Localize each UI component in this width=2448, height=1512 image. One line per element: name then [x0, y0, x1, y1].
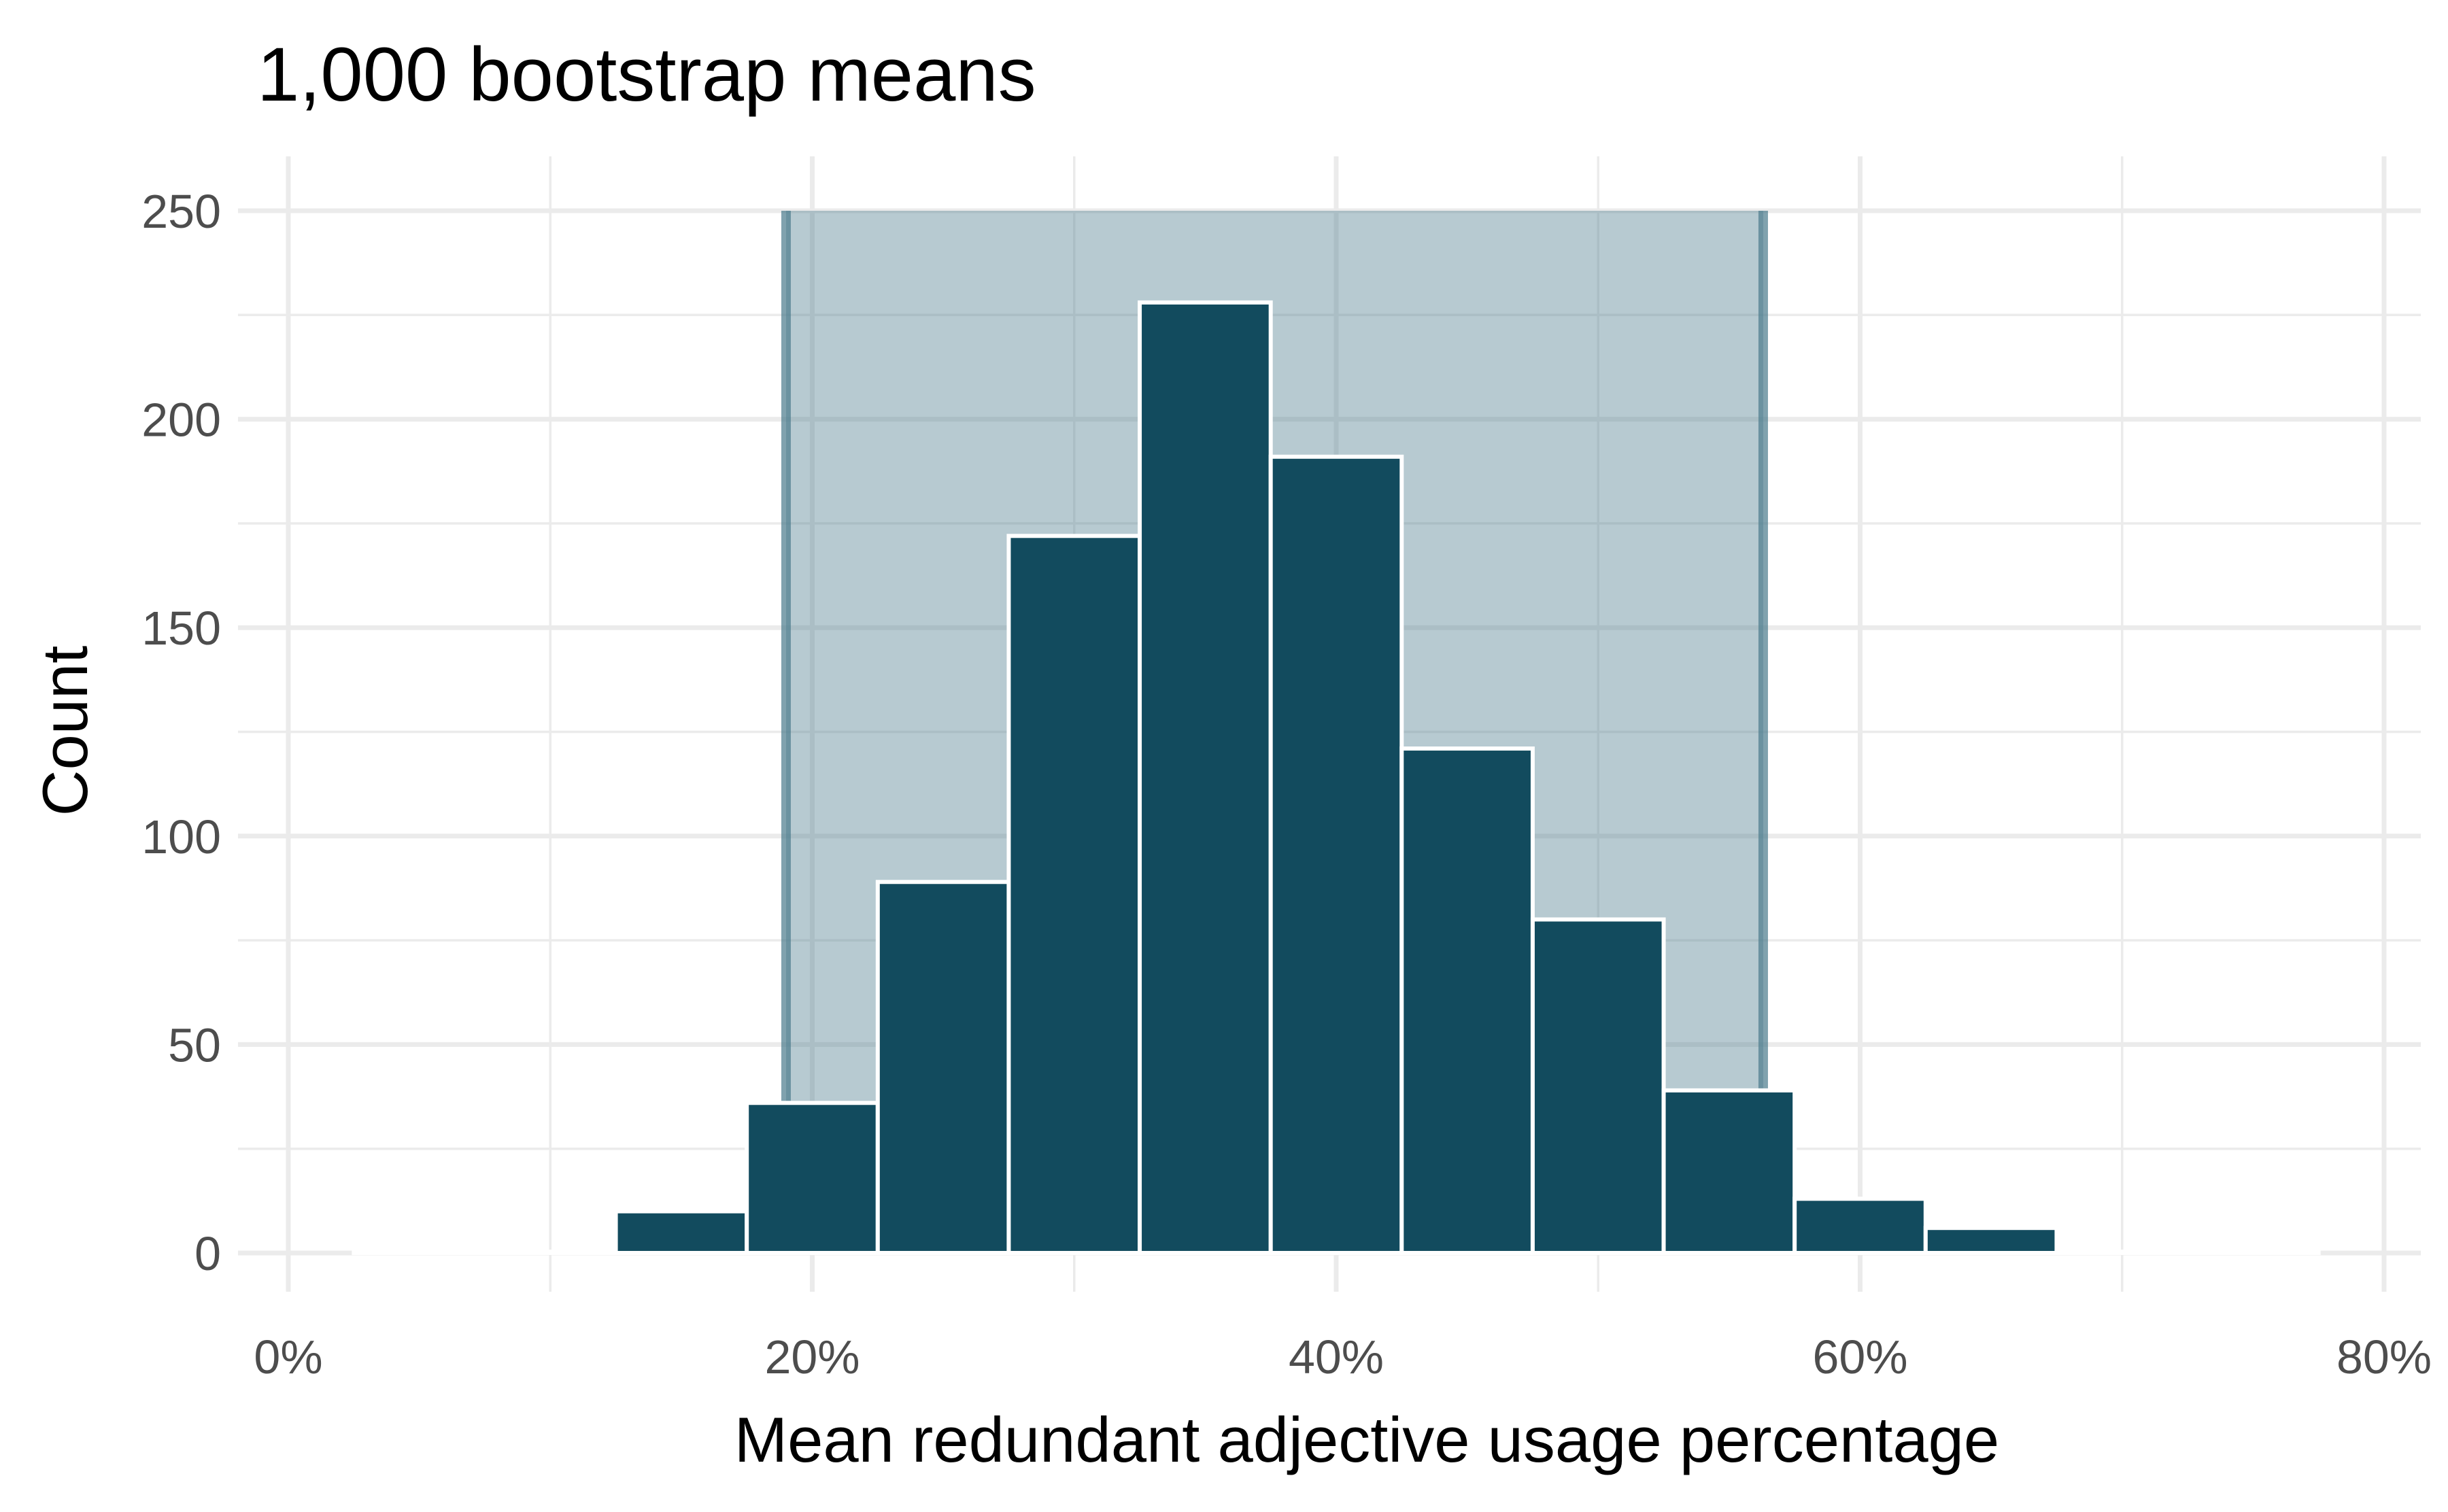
- histogram-bar: [482, 1250, 618, 1255]
- histogram-bar: [1661, 1088, 1797, 1256]
- histogram-bar: [1138, 300, 1273, 1255]
- y-tick-label: 250: [141, 185, 221, 238]
- y-tick-label: 100: [141, 810, 221, 863]
- x-tick-label: 20%: [764, 1330, 860, 1384]
- histogram-bar: [613, 1209, 749, 1256]
- y-tick-label: 50: [168, 1018, 221, 1071]
- histogram-bar: [352, 1250, 487, 1255]
- x-axis-title: Mean redundant adjective usage percentag…: [734, 1404, 1999, 1475]
- x-tick-label: 40%: [1289, 1330, 1384, 1384]
- y-tick-label: 150: [141, 602, 221, 655]
- y-axis-title: Count: [29, 646, 101, 817]
- histogram-bar: [1530, 917, 1666, 1255]
- x-axis-ticks: 0% 20% 40% 60% 80%: [254, 1330, 2432, 1384]
- histogram-bar: [1792, 1197, 1928, 1256]
- histogram-bar: [2054, 1250, 2190, 1255]
- x-tick-label: 0%: [254, 1330, 322, 1384]
- histogram-bar: [1268, 454, 1404, 1256]
- histogram-bar: [1923, 1226, 2059, 1256]
- histogram-bar: [1006, 534, 1142, 1255]
- x-tick-label: 60%: [1812, 1330, 1907, 1384]
- histogram-bar: [1399, 746, 1535, 1255]
- histogram-bar: [2186, 1250, 2321, 1255]
- histogram-bar: [745, 1101, 880, 1256]
- chart-title: 1,000 bootstrap means: [257, 32, 1036, 117]
- y-axis-ticks: 0 50 100 150 200 250: [141, 185, 221, 1280]
- histogram-bar: [875, 880, 1011, 1255]
- histogram-bars: [352, 300, 2321, 1256]
- y-tick-label: 0: [194, 1227, 221, 1280]
- y-tick-label: 200: [141, 394, 221, 447]
- x-tick-label: 80%: [2336, 1330, 2432, 1384]
